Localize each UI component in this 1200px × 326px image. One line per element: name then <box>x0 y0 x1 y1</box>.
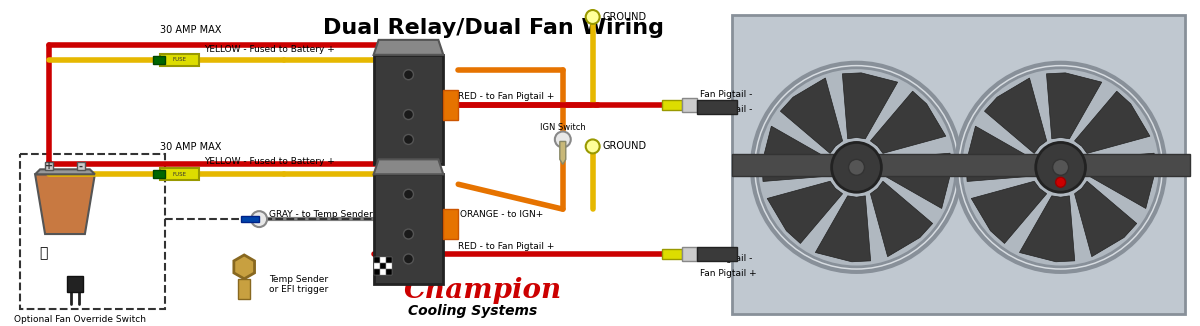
Polygon shape <box>780 78 842 154</box>
Polygon shape <box>870 91 946 154</box>
FancyBboxPatch shape <box>373 55 443 164</box>
FancyBboxPatch shape <box>683 97 697 111</box>
Circle shape <box>403 70 414 80</box>
FancyBboxPatch shape <box>152 56 164 64</box>
Circle shape <box>403 229 414 239</box>
Text: ORANGE - to IGN+: ORANGE - to IGN+ <box>461 210 544 219</box>
Polygon shape <box>373 40 443 55</box>
FancyBboxPatch shape <box>385 269 391 275</box>
FancyBboxPatch shape <box>373 269 379 275</box>
FancyBboxPatch shape <box>662 100 683 110</box>
Text: Fan Pigtail -: Fan Pigtail - <box>700 254 752 263</box>
Polygon shape <box>966 126 1032 182</box>
Polygon shape <box>35 174 95 234</box>
Text: Champion: Champion <box>403 277 562 304</box>
Circle shape <box>832 142 882 192</box>
Polygon shape <box>870 181 932 257</box>
FancyBboxPatch shape <box>373 257 379 263</box>
FancyBboxPatch shape <box>373 174 443 284</box>
FancyBboxPatch shape <box>160 54 199 66</box>
Text: 30 AMP MAX: 30 AMP MAX <box>160 142 221 153</box>
Circle shape <box>586 10 600 24</box>
Polygon shape <box>1090 153 1156 208</box>
Circle shape <box>586 140 600 154</box>
Circle shape <box>1056 177 1066 187</box>
Circle shape <box>961 68 1160 267</box>
Text: RED - to Fan Pigtail +: RED - to Fan Pigtail + <box>458 92 554 101</box>
Circle shape <box>757 68 956 267</box>
FancyBboxPatch shape <box>385 263 391 269</box>
FancyBboxPatch shape <box>443 90 458 120</box>
Polygon shape <box>1074 181 1136 257</box>
FancyBboxPatch shape <box>77 162 85 170</box>
Polygon shape <box>815 196 871 262</box>
FancyBboxPatch shape <box>379 269 385 275</box>
Polygon shape <box>1020 196 1075 262</box>
FancyBboxPatch shape <box>373 263 379 269</box>
FancyBboxPatch shape <box>379 257 385 263</box>
Circle shape <box>956 63 1165 272</box>
Text: -: - <box>79 161 83 171</box>
Polygon shape <box>35 169 95 174</box>
Polygon shape <box>984 78 1046 154</box>
FancyBboxPatch shape <box>160 168 199 180</box>
FancyBboxPatch shape <box>697 247 737 261</box>
Text: Fan Pigtail -: Fan Pigtail - <box>700 90 752 99</box>
Polygon shape <box>560 141 565 164</box>
Text: 30 AMP MAX: 30 AMP MAX <box>160 25 221 35</box>
Text: GRAY - to Temp Sender: GRAY - to Temp Sender <box>269 210 373 219</box>
Text: IGN Switch: IGN Switch <box>540 123 586 132</box>
Text: YELLOW - Fused to Battery +: YELLOW - Fused to Battery + <box>204 45 335 54</box>
Text: GROUND: GROUND <box>602 141 647 151</box>
FancyBboxPatch shape <box>379 263 385 269</box>
Polygon shape <box>842 73 898 139</box>
Circle shape <box>403 189 414 199</box>
Polygon shape <box>373 159 443 174</box>
Polygon shape <box>971 181 1046 244</box>
Text: GROUND: GROUND <box>602 12 647 22</box>
Polygon shape <box>886 153 950 208</box>
FancyBboxPatch shape <box>67 276 83 292</box>
Circle shape <box>752 63 961 272</box>
Text: ⏚: ⏚ <box>38 246 47 260</box>
Text: +: + <box>44 161 53 171</box>
Text: FUSE: FUSE <box>173 57 186 62</box>
FancyBboxPatch shape <box>683 247 697 261</box>
Text: Fan Pigtail +: Fan Pigtail + <box>700 269 757 278</box>
FancyBboxPatch shape <box>662 249 683 259</box>
Circle shape <box>403 110 414 120</box>
FancyBboxPatch shape <box>46 162 53 170</box>
FancyBboxPatch shape <box>239 279 250 299</box>
FancyBboxPatch shape <box>732 155 1190 176</box>
Polygon shape <box>762 126 828 182</box>
Circle shape <box>1052 159 1068 175</box>
Circle shape <box>403 134 414 144</box>
FancyBboxPatch shape <box>443 209 458 239</box>
FancyBboxPatch shape <box>152 170 164 178</box>
Text: Dual Relay/Dual Fan Wiring: Dual Relay/Dual Fan Wiring <box>323 18 664 38</box>
FancyBboxPatch shape <box>385 257 391 263</box>
Polygon shape <box>234 255 254 279</box>
FancyBboxPatch shape <box>732 15 1186 314</box>
Circle shape <box>554 131 571 147</box>
Text: Cooling Systems: Cooling Systems <box>408 304 538 318</box>
Text: RED - to Fan Pigtail +: RED - to Fan Pigtail + <box>458 243 554 251</box>
Text: YELLOW - Fused to Battery +: YELLOW - Fused to Battery + <box>204 157 335 166</box>
Text: Fan Pigtail -: Fan Pigtail - <box>700 105 752 114</box>
Circle shape <box>848 159 864 175</box>
Circle shape <box>251 211 268 227</box>
Circle shape <box>1036 142 1086 192</box>
Polygon shape <box>767 181 842 244</box>
Polygon shape <box>1074 91 1150 154</box>
Text: Optional Fan Override Switch: Optional Fan Override Switch <box>14 315 146 324</box>
Circle shape <box>403 254 414 264</box>
FancyBboxPatch shape <box>697 100 737 113</box>
FancyBboxPatch shape <box>241 216 259 222</box>
Text: FUSE: FUSE <box>173 172 186 177</box>
Polygon shape <box>1046 73 1102 139</box>
Text: Temp Sender
or EFI trigger: Temp Sender or EFI trigger <box>269 275 329 294</box>
